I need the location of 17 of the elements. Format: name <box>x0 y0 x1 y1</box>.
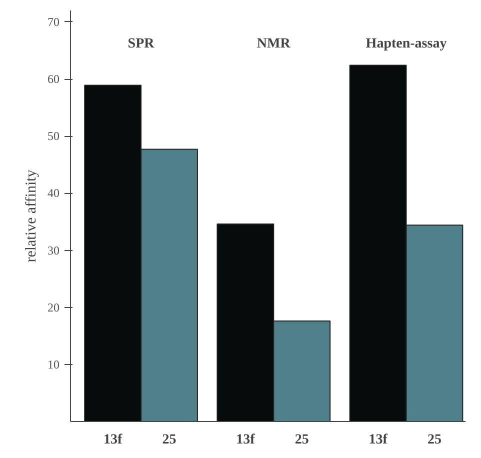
y-tick-label: 10 <box>48 357 60 372</box>
x-tick-label: 13f <box>236 432 256 448</box>
annotation: Hapten-assay <box>366 36 447 52</box>
annotation: NMR <box>256 36 292 52</box>
y-tick-label: 40 <box>48 186 60 200</box>
y-tick-label: 20 <box>48 300 60 314</box>
y-tick-label: 70 <box>48 14 60 29</box>
x-tick-label: 25 <box>294 432 309 448</box>
y-tick-label: 50 <box>48 129 60 144</box>
x-tick-label: 13f <box>103 432 122 448</box>
y-tick-label: 30 <box>48 243 60 258</box>
annotation: SPR <box>128 36 156 52</box>
y-tick-label: 60 <box>48 72 60 86</box>
x-tick-label: 25 <box>162 432 176 448</box>
x-tick-label: 13f <box>368 432 388 448</box>
y-axis-title: relative affinity <box>24 169 40 262</box>
x-tick-label: 25 <box>427 432 442 448</box>
